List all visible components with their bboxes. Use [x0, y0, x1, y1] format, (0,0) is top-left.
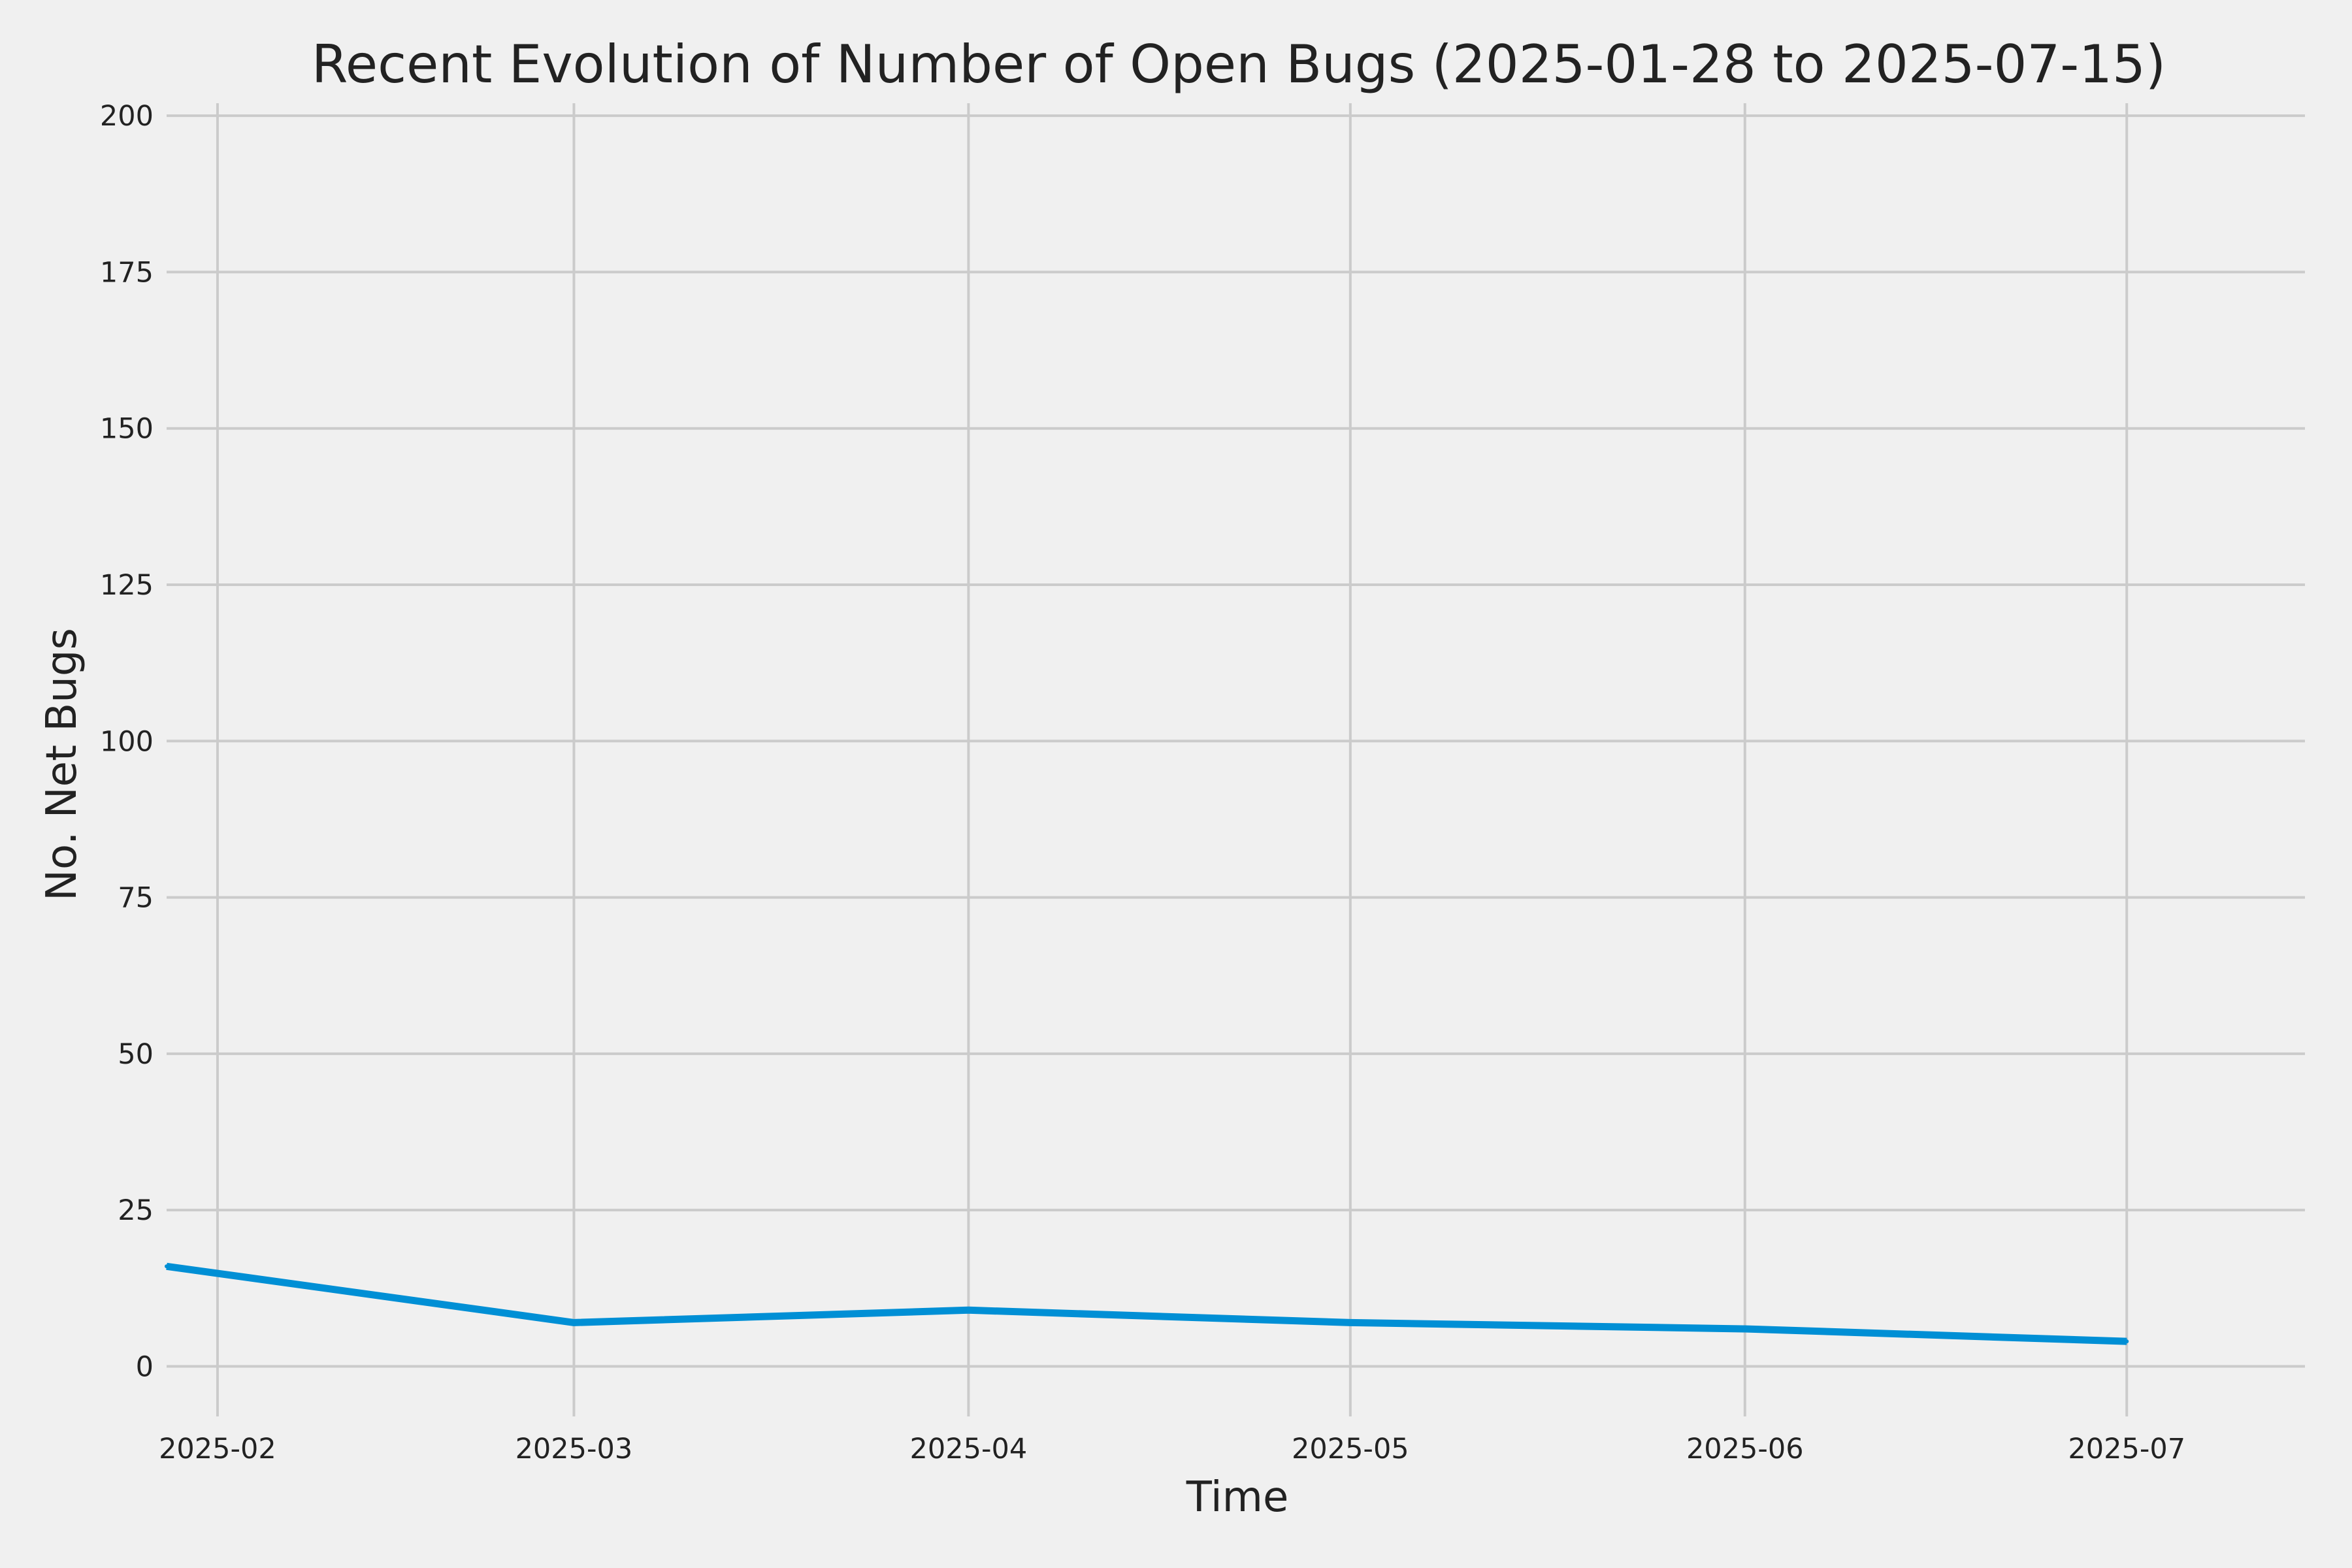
data-point: [1348, 1320, 1352, 1325]
x-tick-label: 2025-04: [910, 1433, 1028, 1465]
y-axis-label: No. Net Bugs: [38, 628, 86, 901]
y-tick-label: 50: [118, 1038, 154, 1071]
y-tick-label: 75: [118, 882, 154, 915]
x-tick-label: 2025-02: [159, 1433, 276, 1465]
x-axis-label: Time: [1186, 1473, 1289, 1522]
x-tick-labels: 2025-02 2025-03 2025-04 2025-05 2025-06 2025-…: [159, 1433, 2185, 1465]
data-point: [572, 1320, 576, 1325]
data-point: [165, 1264, 169, 1269]
y-tick-label: 0: [136, 1350, 154, 1383]
data-point: [1742, 1327, 1747, 1331]
x-tick-label: 2025-06: [1686, 1433, 1804, 1465]
x-tick-label: 2025-03: [515, 1433, 633, 1465]
gridlines: [167, 103, 2305, 1416]
y-tick-label: 25: [118, 1194, 154, 1227]
series-layer: [165, 1262, 2129, 1345]
data-point: [966, 1308, 971, 1313]
x-tick-label: 2025-05: [1292, 1433, 1409, 1465]
y-tick-labels: 0 25 50 75 100 125 150 175 200: [100, 100, 154, 1383]
y-tick-label: 200: [100, 100, 154, 133]
y-tick-label: 150: [100, 413, 154, 446]
series-line: [166, 1262, 2127, 1345]
x-tick-label: 2025-07: [2068, 1433, 2185, 1465]
data-point: [2125, 1339, 2129, 1344]
y-tick-label: 125: [100, 569, 154, 602]
y-tick-label: 100: [100, 725, 154, 758]
chart-title: Recent Evolution of Number of Open Bugs …: [312, 34, 2166, 95]
y-tick-label: 175: [100, 256, 154, 289]
